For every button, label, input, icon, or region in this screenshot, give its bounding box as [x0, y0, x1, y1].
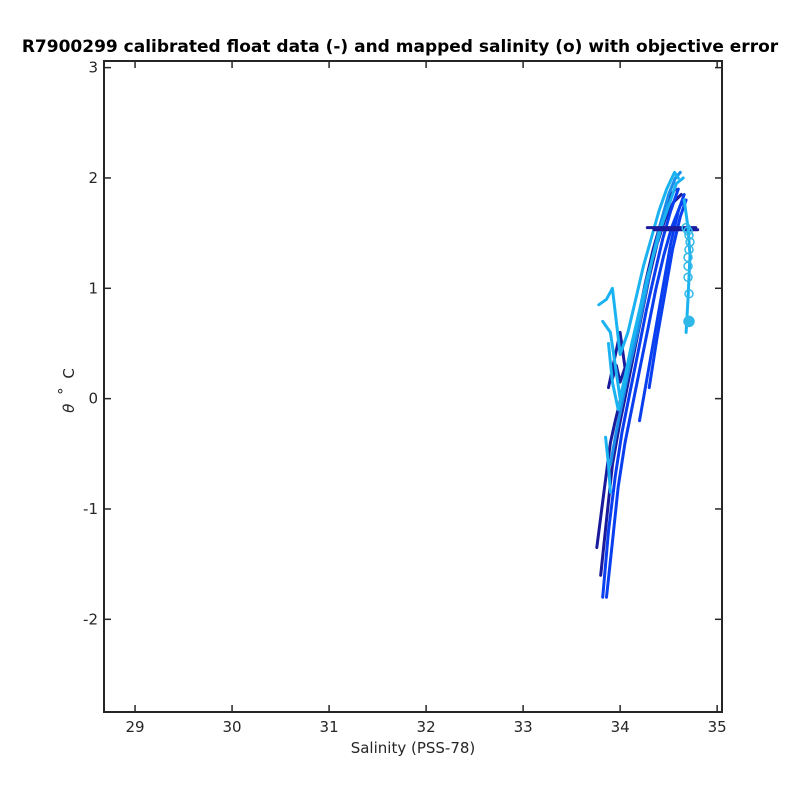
x-tick-label: 34: [611, 718, 630, 736]
x-tick-label: 35: [708, 718, 727, 736]
y-tick-label: -1: [83, 500, 98, 518]
mapped-salinity-point: [684, 230, 694, 241]
y-axis-label: θ ° C: [55, 368, 78, 413]
mapped-salinity-point: [683, 226, 693, 236]
mapped-salinity-point: [683, 272, 693, 283]
x-axis-label: Salinity (PSS-78): [351, 739, 476, 757]
series-layer: [595, 170, 700, 599]
x-axis-ticks: 29 30 31 32 33 34 35: [125, 61, 727, 736]
y-axis-label-unit: C: [60, 368, 78, 378]
y-tick-label: -2: [83, 610, 98, 628]
x-tick-label: 33: [514, 718, 533, 736]
x-tick-label: 29: [125, 718, 144, 736]
y-tick-label: 0: [88, 390, 98, 408]
y-axis-ticks: -2 -1 0 1 2 3: [83, 59, 722, 628]
x-tick-label: 30: [223, 718, 242, 736]
mapped-salinity-point: [683, 315, 695, 328]
float-profile-6: [638, 193, 686, 423]
float-profile-11: [607, 204, 671, 412]
chart-title: R7900299 calibrated float data (-) and m…: [22, 37, 779, 57]
float-profile-12: [604, 435, 612, 494]
x-tick-label: 31: [320, 718, 339, 736]
mapped-salinity-layer: [681, 222, 695, 328]
float-profile-5: [605, 198, 687, 599]
y-tick-label: 3: [88, 59, 98, 77]
y-tick-label: 1: [88, 279, 98, 297]
y-axis-label-symbol: θ: [60, 404, 78, 413]
plot-frame: [103, 60, 723, 713]
y-axis-label-degree: °: [55, 387, 73, 395]
float-profile-7: [647, 198, 688, 390]
y-tick-label: 2: [88, 169, 98, 187]
mapped-salinity-point: [683, 261, 693, 271]
float-profile-15: [682, 198, 692, 334]
mapped-salinity-point: [684, 289, 694, 299]
float-profile-9: [597, 170, 680, 356]
x-tick-label: 32: [417, 718, 436, 736]
mapped-salinity-point: [683, 252, 693, 263]
